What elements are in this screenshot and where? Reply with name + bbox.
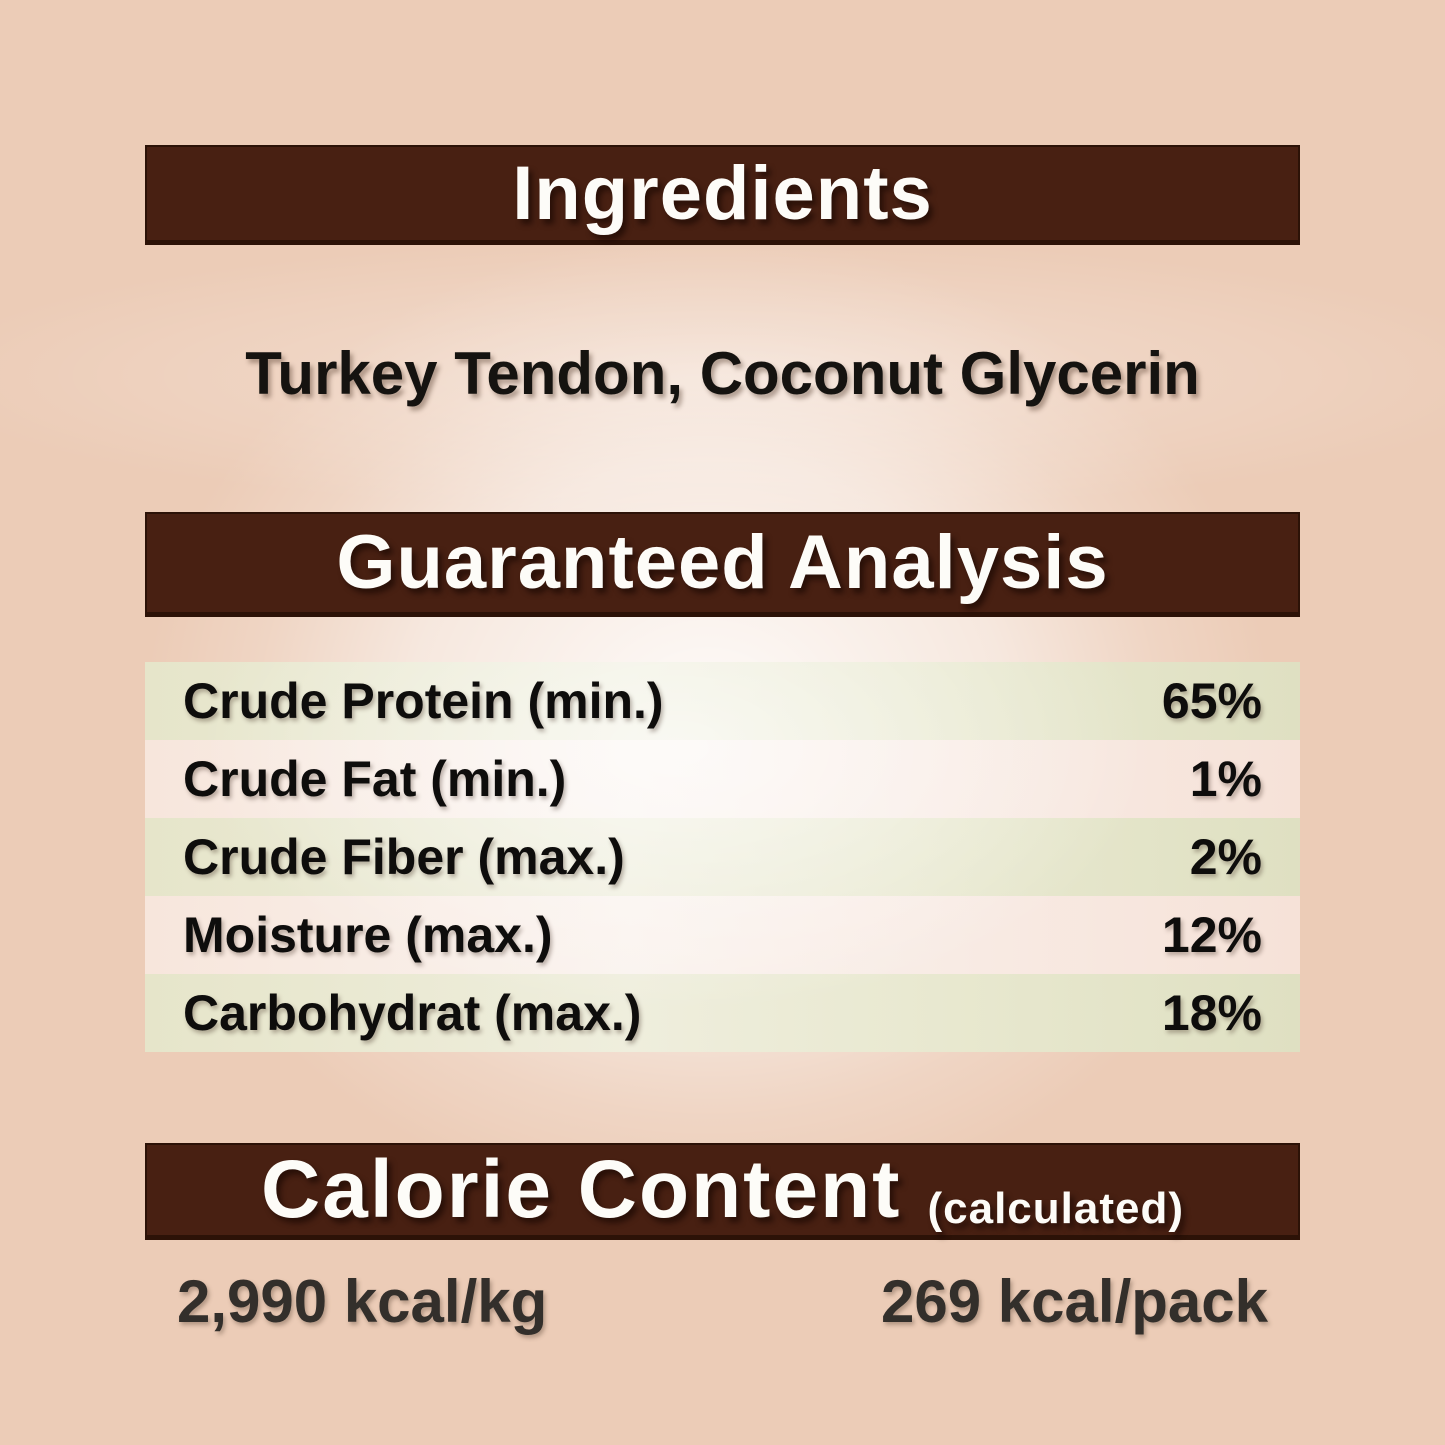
guaranteed-analysis-title: Guaranteed Analysis <box>336 520 1109 605</box>
calorie-content-title: Calorie Content (calculated) <box>261 1149 1184 1231</box>
row-value: 65% <box>1161 673 1262 729</box>
row-value: 18% <box>1161 985 1262 1041</box>
calorie-title-sub: (calculated) <box>927 1184 1184 1233</box>
row-label: Carbohydrat (max.) <box>183 985 642 1041</box>
calories-per-kg: 2,990 kcal/kg <box>177 1268 548 1335</box>
calorie-content-banner: Calorie Content (calculated) <box>145 1143 1300 1240</box>
calories-per-pack: 269 kcal/pack <box>881 1268 1268 1335</box>
row-value: 2% <box>1189 829 1262 885</box>
row-label: Crude Fat (min.) <box>183 751 567 807</box>
ingredients-banner: Ingredients <box>145 145 1300 245</box>
calorie-title-main: Calorie Content <box>261 1144 902 1235</box>
table-row: Moisture (max.) 12% <box>145 896 1300 974</box>
table-row: Crude Fiber (max.) 2% <box>145 818 1300 896</box>
row-label: Crude Fiber (max.) <box>183 829 625 885</box>
table-row: Crude Protein (min.) 65% <box>145 662 1300 740</box>
row-value: 1% <box>1189 751 1262 807</box>
ingredients-list: Turkey Tendon, Coconut Glycerin <box>245 340 1200 407</box>
row-label: Crude Protein (min.) <box>183 673 664 729</box>
row-value: 12% <box>1161 907 1262 963</box>
row-label: Moisture (max.) <box>183 907 553 963</box>
ingredients-title: Ingredients <box>512 150 933 236</box>
table-row: Crude Fat (min.) 1% <box>145 740 1300 818</box>
table-row: Carbohydrat (max.) 18% <box>145 974 1300 1052</box>
calorie-values-row: 2,990 kcal/kg 269 kcal/pack <box>145 1272 1300 1332</box>
guaranteed-analysis-table: Crude Protein (min.) 65% Crude Fat (min.… <box>145 662 1300 1052</box>
guaranteed-analysis-banner: Guaranteed Analysis <box>145 512 1300 617</box>
